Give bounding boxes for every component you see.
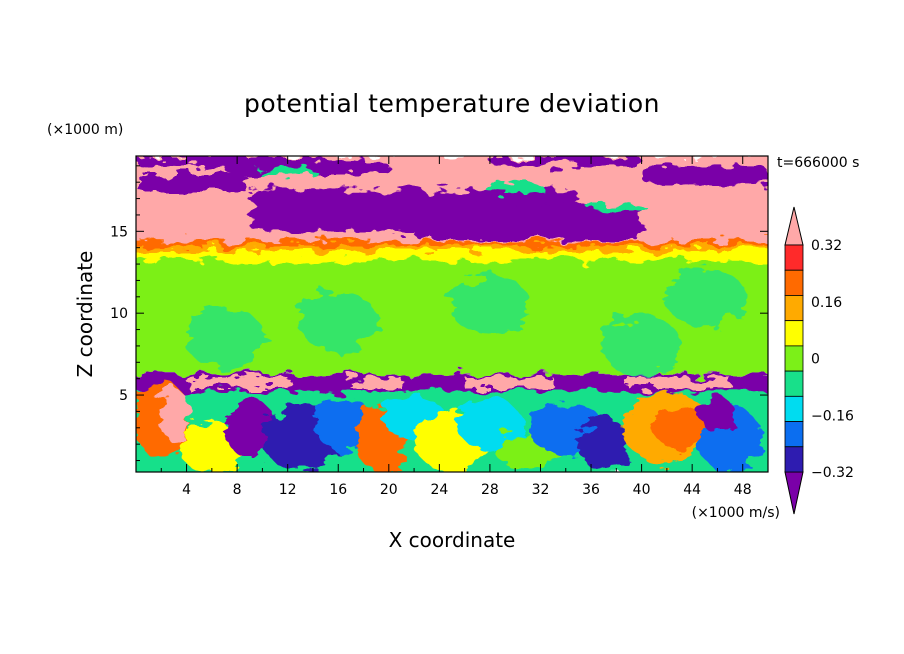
interface-patch [186,377,288,389]
colorbar-segment [784,295,804,322]
x-units-label: (×1000 m/s) [692,505,780,521]
x-tick-label: 44 [683,482,701,498]
transition-red [136,239,768,247]
interface-patch [464,377,554,389]
colorbar-segment [784,421,804,448]
x-tick-label: 36 [582,482,600,498]
colorbar-tick-label: −0.32 [811,465,854,481]
x-tick-label: 28 [481,482,499,498]
colorbar-segment [784,244,804,271]
upper-green-fleck [257,167,318,178]
y-units-label: (×1000 m) [47,122,123,138]
field-blob [578,417,629,471]
heatmap-field [136,156,768,472]
time-label: t=666000 s [777,155,859,171]
colorbar-tick-label: 0 [811,352,820,368]
chart-title: potential temperature deviation [244,89,660,118]
y-tick-label: 15 [110,224,128,240]
x-tick-label: 48 [734,482,752,498]
upper-purple [414,205,642,240]
interior-streak [601,315,682,376]
colorbar-tick-label: −0.16 [811,408,854,424]
colorbar-segment [784,320,804,347]
x-tick-label: 8 [233,482,242,498]
field-blob [654,406,705,450]
upper-purple [136,174,250,193]
interior-streak [449,274,530,335]
upper-purple [489,156,642,166]
x-tick-label: 4 [182,482,191,498]
interior-streak [184,307,265,368]
x-tick-label: 16 [329,482,347,498]
interface-patch [350,377,402,389]
x-axis: 4 8 12 16 20 24 28 32 36 40 44 48 [160,156,752,498]
x-tick-label: 24 [430,482,448,498]
y-tick-label: 10 [110,306,128,322]
colorbar-segment [784,269,804,296]
transition-orange [136,244,768,251]
x-tick-label: 32 [532,482,550,498]
field-blob [698,398,737,432]
y-tick-label: 5 [119,388,128,404]
y-axis: 5 10 15 [110,165,768,462]
interface-band [136,373,768,392]
interior-streak [298,291,379,352]
colorbar-extend-top [784,206,804,246]
upper-purple [641,165,768,184]
plot-frame [135,155,769,473]
colorbar-tick-label: 0.16 [811,295,842,311]
colorbar: 0.32 0.16 0 −0.16 −0.32 [784,206,854,515]
y-axis-label: Z coordinate [73,251,97,378]
x-tick-label: 12 [279,482,297,498]
x-axis-label: X coordinate [389,528,516,552]
transition-yellow [136,249,768,261]
x-tick-label: 40 [633,482,651,498]
colorbar-segment [784,446,804,473]
field-blob [224,398,276,458]
upper-green-fleck [485,183,546,194]
upper-green-fleck [586,201,647,212]
interior-streak [664,266,745,327]
colorbar-extend-bottom [784,471,804,515]
interface-patch [628,377,731,389]
x-tick-label: 20 [380,482,398,498]
colorbar-tick-label: 0.32 [811,238,842,254]
colorbar-segment [784,345,804,372]
colorbar-segment [784,395,804,422]
colorbar-segment [784,370,804,397]
field-blob [158,388,190,441]
